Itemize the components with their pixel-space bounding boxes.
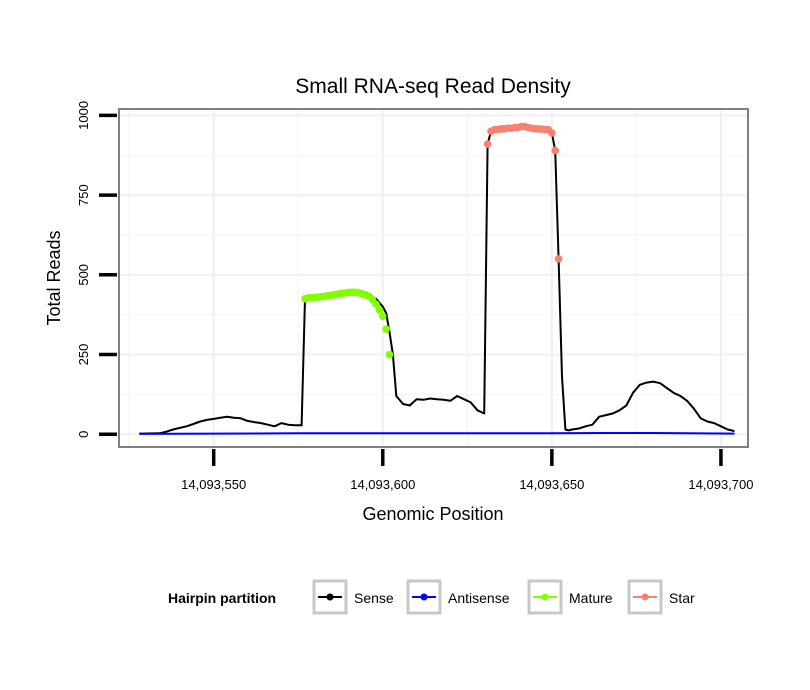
y-tick-label: 1000 [76,101,91,130]
legend-title: Hairpin partition [168,590,276,606]
y-axis: 0 250 500 750 1000 [76,101,117,438]
mature-point [379,312,387,320]
x-tick-label: 14,093,550 [181,477,246,492]
x-tick-label: 14,093,700 [688,477,753,492]
read-density-chart: 02505007501000 14,093,550 14,093,600 14,09… [0,0,810,690]
legend-label-star: Star [669,590,695,606]
chart-title: Small RNA-seq Read Density [295,75,571,98]
x-axis: 14,093,550 14,093,600 14,093,650 14,093,700 [181,449,753,492]
legend-key-point-sense [327,594,334,601]
legend-key-point-star [642,594,649,601]
x-tick-label: 14,093,650 [519,477,584,492]
legend-label-antisense: Antisense [448,590,510,606]
legend-key-point-antisense [421,594,428,601]
antisense-line [139,433,734,434]
star-point [551,147,559,155]
legend-key-point-mature [542,594,549,601]
legend-label-mature: Mature [569,590,613,606]
y-tick-label: 250 [76,344,91,366]
x-tick-label: 14,093,600 [350,477,415,492]
legend-label-sense: Sense [354,590,394,606]
y-tick-label: 0 [76,431,91,438]
mature-point [382,325,390,333]
star-point [548,129,556,137]
y-tick-label: 750 [76,184,91,206]
x-axis-title: Genomic Position [362,504,503,524]
y-axis-title: Total Reads [44,230,64,325]
star-point [555,255,563,263]
y-tick-label: 500 [76,264,91,286]
legend: Hairpin partition Sense Antisense Mature St… [168,581,695,613]
mature-point [386,351,394,359]
star-point [484,140,492,148]
